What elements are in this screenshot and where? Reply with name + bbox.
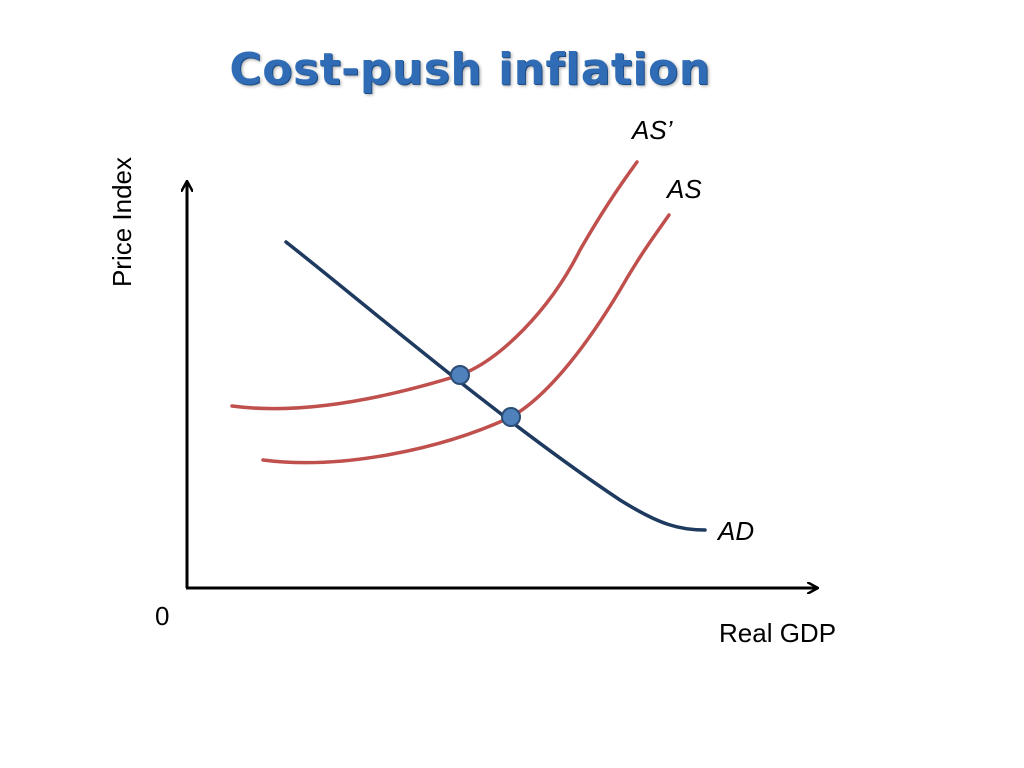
ad-curve xyxy=(284,240,707,532)
equilibrium-point-new xyxy=(450,365,470,385)
as-label: AS xyxy=(665,174,702,204)
as-shifted-curve xyxy=(230,160,639,411)
as-shifted-label: AS’ xyxy=(630,115,674,145)
equilibrium-point-initial xyxy=(501,407,521,427)
x-axis-label: Real GDP xyxy=(719,618,836,648)
origin-label: 0 xyxy=(155,601,169,631)
as-curve xyxy=(261,213,671,465)
page-title: Cost-push inflation xyxy=(229,44,711,95)
y-axis-label: Price Index xyxy=(107,157,137,287)
ad-label: AD xyxy=(716,516,754,546)
